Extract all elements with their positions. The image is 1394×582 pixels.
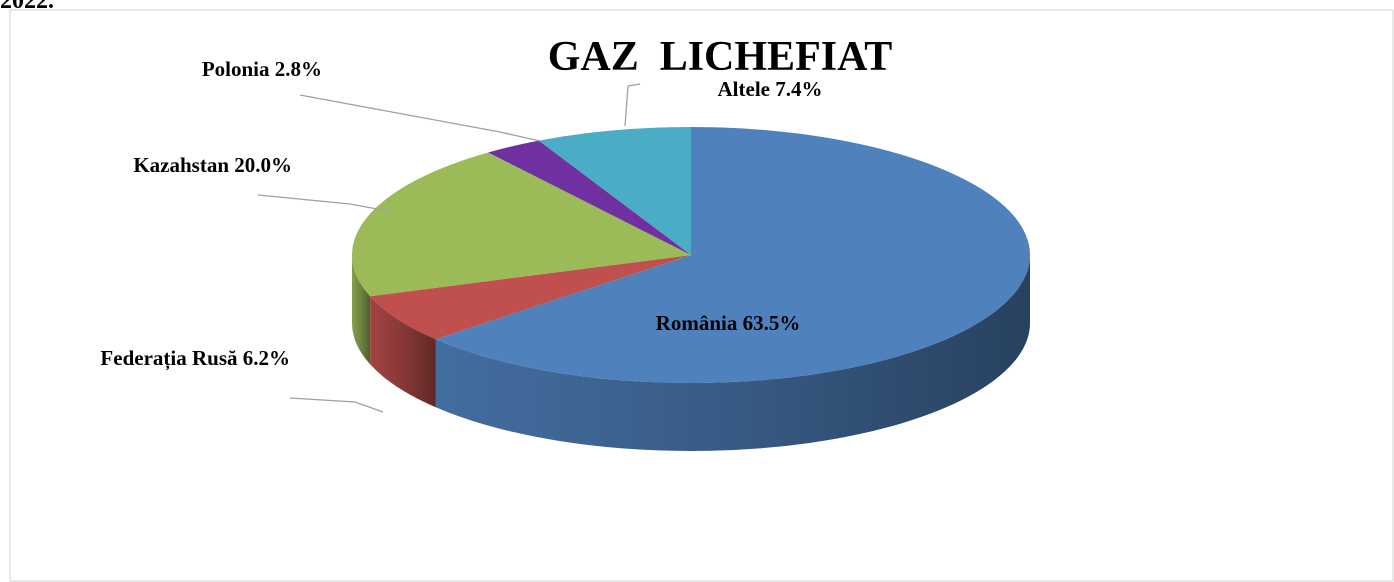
data-label: Altele 7.4%	[718, 77, 823, 101]
data-label: România 63.5%	[656, 311, 801, 335]
slice	[370, 255, 691, 340]
data-label: Federația Rusă 6.2%	[100, 346, 290, 371]
label-name: Kazahstan	[133, 153, 229, 177]
data-label: Polonia 2.8%	[202, 57, 322, 81]
data-label: Kazahstan 20.0%	[133, 153, 292, 177]
leader-line	[624, 83, 641, 127]
slice	[488, 140, 691, 255]
leader-line	[299, 94, 541, 142]
label-value: 6.2%	[243, 346, 290, 370]
label-value: 20.0%	[234, 153, 292, 177]
chart-title: GAZ LICHEFIAT	[548, 34, 893, 80]
label-value: 63.5%	[743, 311, 801, 335]
leader-line	[257, 194, 389, 212]
slice-side-shade	[370, 296, 436, 408]
label-name: Polonia	[202, 57, 270, 81]
page-header: 2022.	[0, 0, 54, 14]
chart-border	[9, 9, 1394, 582]
slice	[435, 127, 1030, 383]
leader-line	[289, 397, 384, 413]
pie	[352, 127, 1030, 451]
label-name: Federația Rusă	[100, 346, 238, 371]
label-name: România	[656, 311, 738, 335]
label-name: Altele	[718, 77, 770, 101]
label-value: 7.4%	[775, 77, 822, 101]
slice	[538, 127, 691, 255]
slice-side-shade	[352, 255, 371, 365]
slice-side-shade	[435, 255, 1030, 451]
label-value: 2.8%	[275, 57, 322, 81]
slice	[352, 152, 691, 297]
